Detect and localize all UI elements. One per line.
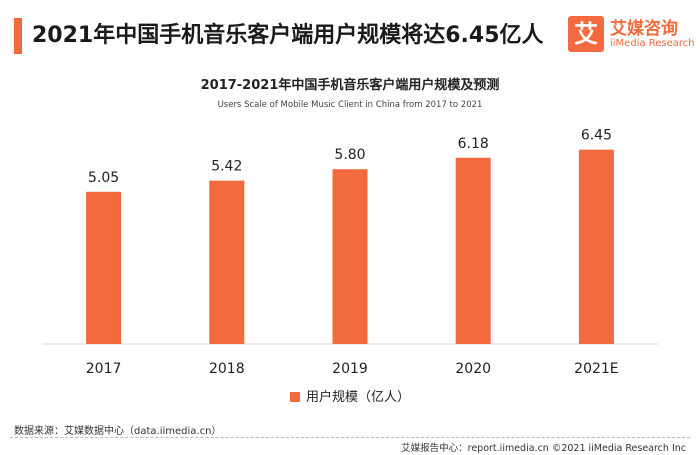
legend: 用户规模（亿人） (0, 386, 700, 405)
bar-2019 (332, 169, 368, 344)
data-label-2020: 6.18 (458, 136, 489, 152)
x-tick-label-2021E: 2021E (574, 361, 618, 377)
logo-name: 艾媒咨询 (610, 19, 678, 39)
title-accent-bar (14, 18, 22, 54)
data-source: 数据来源：艾媒数据中心（data.iimedia.cn） (14, 426, 222, 437)
data-label-2018: 5.42 (211, 159, 242, 175)
footer-divider (10, 437, 690, 438)
bar-2021E (578, 149, 614, 344)
x-tick-label-2019: 2019 (332, 361, 368, 377)
page-title: 2021年中国手机音乐客户端用户规模将达6.45亿人 (32, 23, 544, 48)
bar-2017 (86, 191, 122, 344)
x-tick-label-2018: 2018 (209, 361, 245, 377)
data-label-2017: 5.05 (88, 170, 119, 186)
logo-subtitle: iiMedia Research (610, 38, 695, 49)
x-tick-label-2020: 2020 (455, 361, 491, 377)
bar-2018 (209, 180, 245, 344)
x-tick-label-2017: 2017 (86, 361, 122, 377)
chart-subtitle: Users Scale of Mobile Music Client in Ch… (217, 100, 483, 110)
data-label-2021E: 6.45 (581, 128, 612, 144)
logo-glyph: 艾 (568, 16, 604, 52)
brand-logo: 艾 艾媒咨询 iiMedia Research (568, 12, 696, 58)
chart-title: 2017-2021年中国手机音乐客户端用户规模及预测 (200, 78, 500, 93)
footer-credit: 艾媒报告中心：report.iimedia.cn ©2021 iiMedia R… (401, 443, 686, 454)
data-label-2019: 5.80 (334, 147, 365, 163)
bar-2020 (455, 157, 491, 344)
legend-label: 用户规模（亿人） (305, 390, 410, 405)
legend-swatch (289, 392, 300, 402)
